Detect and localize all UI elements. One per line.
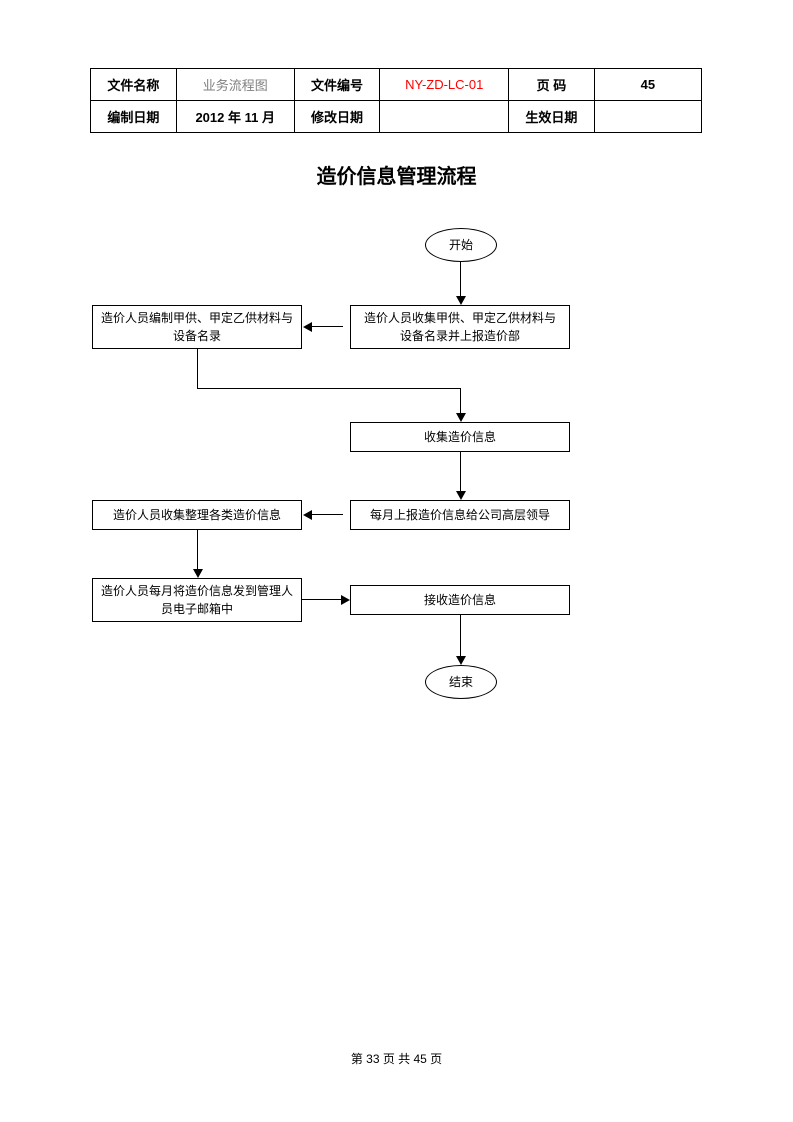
flowchart-edge [460,615,461,658]
flowchart-node: 造价人员收集整理各类造价信息 [92,500,302,530]
header-label: 文件名称 [91,69,177,101]
flowchart-edge [197,349,198,389]
arrow-icon [303,322,312,332]
header-value [380,101,509,133]
flowchart-edge [460,452,461,493]
flowchart-node: 造价人员每月将造价信息发到管理人员电子邮箱中 [92,578,302,622]
header-table: 文件名称 业务流程图 文件编号 NY-ZD-LC-01 页 码 45 编制日期 … [90,68,702,133]
arrow-icon [303,510,312,520]
page-title: 造价信息管理流程 [0,160,793,189]
flowchart-node: 接收造价信息 [350,585,570,615]
flowchart-node: 造价人员编制甲供、甲定乙供材料与设备名录 [92,305,302,349]
flowchart-node: 造价人员收集甲供、甲定乙供材料与设备名录并上报造价部 [350,305,570,349]
flowchart-node-start: 开始 [425,228,497,262]
arrow-icon [193,569,203,578]
header-label: 编制日期 [91,101,177,133]
flowchart-edge [460,262,461,298]
flowchart-node: 收集造价信息 [350,422,570,452]
arrow-icon [456,413,466,422]
flowchart-edge [460,388,461,415]
flowchart-node-end: 结束 [425,665,497,699]
arrow-icon [456,296,466,305]
flowchart-container: 开始 造价人员收集甲供、甲定乙供材料与设备名录并上报造价部 造价人员编制甲供、甲… [90,210,702,770]
flowchart-edge [311,326,343,327]
header-label: 生效日期 [509,101,595,133]
flowchart-edge [302,599,343,600]
header-value: 业务流程图 [176,69,294,101]
arrow-icon [341,595,350,605]
header-label: 文件编号 [294,69,380,101]
arrow-icon [456,656,466,665]
header-value: 2012 年 11 月 [176,101,294,133]
flowchart-node: 每月上报造价信息给公司高层领导 [350,500,570,530]
flowchart-edge [197,388,460,389]
header-value: 45 [594,69,701,101]
flowchart-edge [197,530,198,571]
page-footer: 第 33 页 共 45 页 [0,1050,793,1067]
header-label: 修改日期 [294,101,380,133]
header-label: 页 码 [509,69,595,101]
header-value [594,101,701,133]
header-value: NY-ZD-LC-01 [380,69,509,101]
arrow-icon [456,491,466,500]
flowchart-edge [311,514,343,515]
